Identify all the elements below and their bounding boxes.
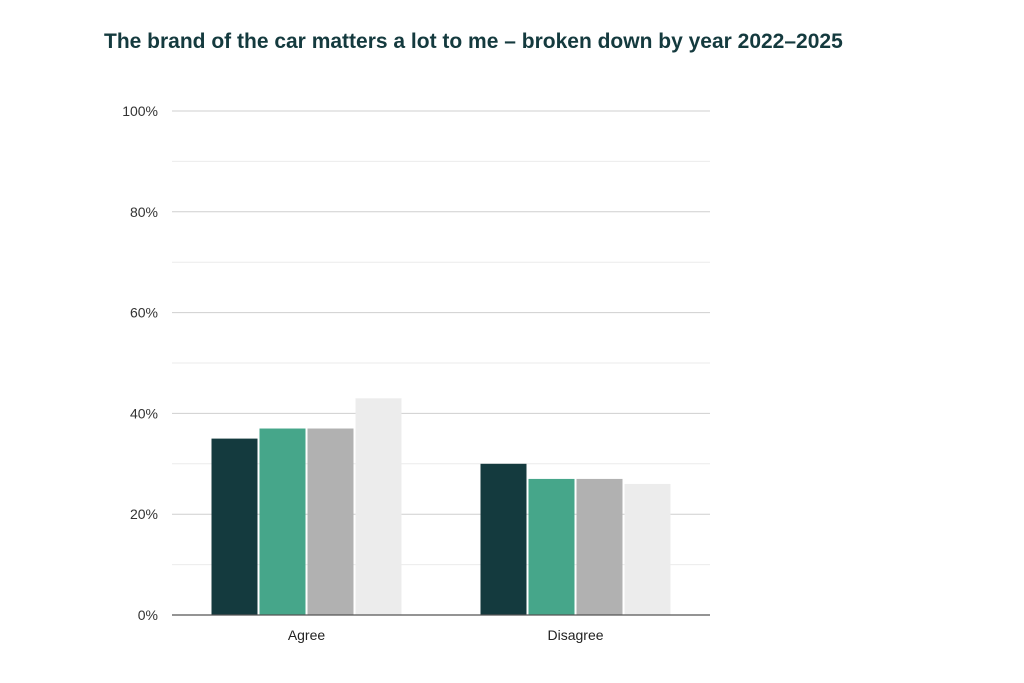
bar-agree-series-2 [259, 428, 306, 615]
y-tick-label: 0% [138, 607, 158, 623]
x-category-label: Disagree [547, 627, 603, 643]
bar-disagree-series-4 [624, 483, 671, 615]
bar-agree-series-1 [211, 438, 258, 615]
x-axis: Agree Disagree [172, 614, 710, 643]
y-tick-label: 100% [122, 103, 158, 119]
y-tick-label: 40% [130, 405, 158, 421]
y-tick-label: 20% [130, 506, 158, 522]
y-tick-label: 80% [130, 204, 158, 220]
bar-disagree-series-3 [576, 478, 623, 615]
gridlines [172, 110, 710, 566]
bar-agree-series-4 [355, 398, 402, 615]
bar-disagree-series-1 [480, 463, 527, 615]
chart-title: The brand of the car matters a lot to me… [104, 30, 843, 53]
bar-agree-series-3 [307, 428, 354, 615]
x-category-label: Agree [288, 627, 326, 643]
y-tick-label: 60% [130, 305, 158, 321]
y-axis-tick-labels: 0% 20% 40% 60% 80% 100% [122, 103, 158, 623]
bar-disagree-series-2 [528, 478, 575, 615]
bars [211, 398, 671, 615]
